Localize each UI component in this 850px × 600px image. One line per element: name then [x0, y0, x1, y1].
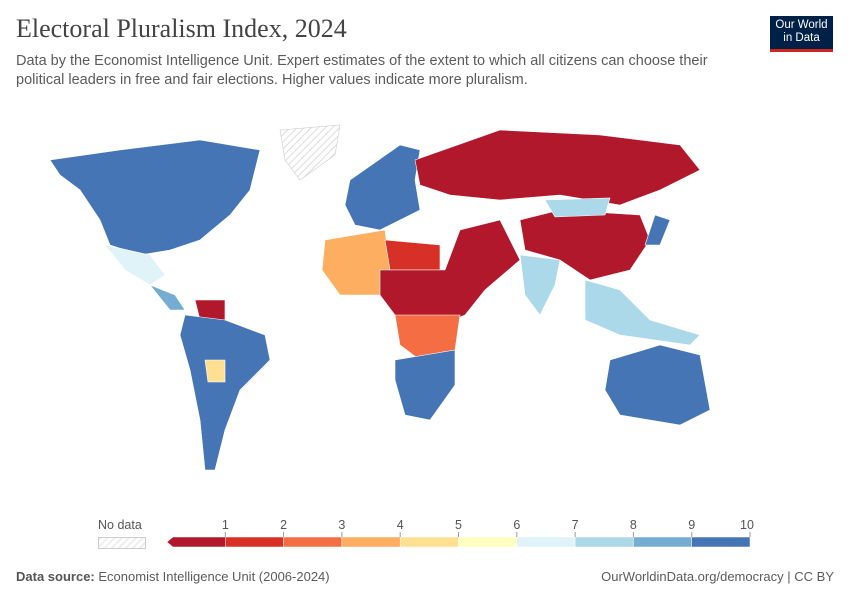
legend-swatch	[399, 536, 459, 548]
world-map[interactable]	[0, 120, 850, 510]
color-legend: No data 1 2 3 4 5 6 7 8 9 10	[0, 515, 850, 555]
region-japan[interactable]	[644, 214, 671, 246]
region-india[interactable]	[519, 254, 561, 316]
region-mongolia[interactable]	[544, 197, 611, 218]
data-source: Data source: Economist Intelligence Unit…	[16, 569, 330, 584]
source-label: Data source:	[16, 569, 95, 584]
region-southeast-asia[interactable]	[584, 279, 701, 346]
legend-swatch	[225, 536, 284, 548]
legend-tick-label: 9	[688, 518, 695, 532]
legend-tick-label: 1	[222, 518, 229, 532]
legend-tick-label: 5	[455, 518, 462, 532]
region-central-america[interactable]	[149, 284, 186, 311]
legend-tick-label: 4	[397, 518, 404, 532]
region-sahel-middle-east[interactable]	[379, 219, 521, 326]
region-libya-egypt[interactable]	[384, 239, 441, 271]
legend-swatch	[341, 536, 401, 548]
legend-tick-label: 6	[513, 518, 520, 532]
legend-swatch	[574, 536, 634, 548]
region-bolivia[interactable]	[204, 359, 226, 383]
region-south-america[interactable]	[179, 314, 271, 471]
legend-tick-label: 7	[572, 518, 579, 532]
legend-scale: 1 2 3 4 5 6 7 8 9 10	[166, 518, 754, 548]
region-russia[interactable]	[414, 129, 701, 206]
legend-tick-label: 10	[740, 518, 754, 532]
page-title: Electoral Pluralism Index, 2024	[16, 14, 347, 43]
legend-swatch	[633, 536, 692, 548]
source-url-link[interactable]: OurWorldinData.org/democracy | CC BY	[601, 569, 834, 584]
legend-tick-label: 8	[630, 518, 637, 532]
no-data-swatch	[98, 537, 146, 549]
region-north-america[interactable]	[49, 139, 261, 256]
legend-swatch	[691, 536, 751, 548]
no-data-label: No data	[98, 518, 142, 532]
region-australia[interactable]	[604, 344, 711, 426]
legend-tick-label: 3	[338, 518, 345, 532]
legend-tick-label: 2	[280, 518, 287, 532]
region-mexico[interactable]	[104, 244, 166, 286]
source-text: Economist Intelligence Unit (2006-2024)	[98, 569, 330, 584]
legend-swatch	[166, 536, 226, 548]
legend-swatch	[283, 536, 343, 548]
region-europe[interactable]	[344, 144, 421, 231]
owid-logo[interactable]: Our World in Data	[770, 16, 833, 52]
region-southern-africa[interactable]	[394, 349, 456, 421]
page-subtitle: Data by the Economist Intelligence Unit.…	[16, 53, 708, 88]
legend-swatch	[516, 536, 576, 548]
region-greenland[interactable]	[279, 124, 341, 181]
legend-swatch	[458, 536, 518, 548]
